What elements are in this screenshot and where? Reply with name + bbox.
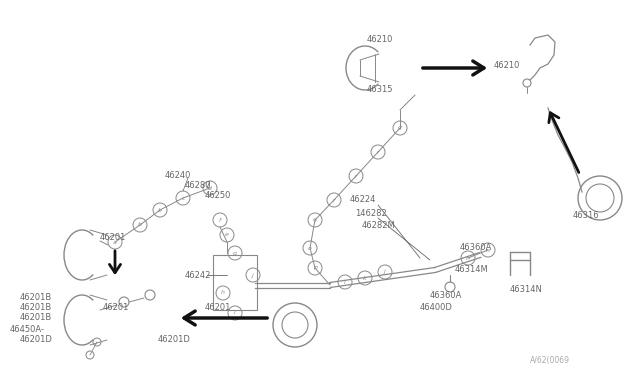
Text: 46316: 46316: [573, 211, 600, 219]
Text: g: g: [398, 125, 402, 131]
Text: 46314N: 46314N: [510, 285, 543, 295]
Text: 46360A: 46360A: [430, 291, 462, 299]
Text: 46201: 46201: [205, 304, 232, 312]
Text: A/62(0069: A/62(0069: [530, 356, 570, 365]
Text: k: k: [363, 276, 367, 280]
Text: 46201D: 46201D: [158, 336, 191, 344]
Text: f: f: [219, 218, 221, 222]
Text: q: q: [313, 218, 317, 222]
Text: e: e: [225, 232, 229, 237]
Text: 46400D: 46400D: [420, 302, 453, 311]
Text: i: i: [234, 311, 236, 315]
Text: 46242: 46242: [185, 270, 211, 279]
Text: h: h: [221, 291, 225, 295]
Text: 46250: 46250: [205, 190, 232, 199]
Text: 46201D: 46201D: [20, 336, 53, 344]
Text: 46240: 46240: [165, 170, 191, 180]
Text: o: o: [308, 246, 312, 250]
Text: r: r: [333, 198, 335, 202]
Text: b: b: [138, 222, 142, 228]
Text: 46201B: 46201B: [20, 294, 52, 302]
Text: n: n: [486, 247, 490, 253]
Text: a: a: [113, 240, 117, 244]
Text: 46315: 46315: [367, 86, 394, 94]
Text: n: n: [466, 256, 470, 260]
Text: 46201B: 46201B: [20, 314, 52, 323]
Text: 46224: 46224: [350, 196, 376, 205]
Text: 46210: 46210: [367, 35, 394, 45]
Text: 46450A-: 46450A-: [10, 326, 45, 334]
Text: p: p: [313, 266, 317, 270]
Text: 46282M: 46282M: [362, 221, 396, 230]
Bar: [213, 255, 257, 310]
Text: g: g: [233, 250, 237, 256]
Text: 46201: 46201: [103, 304, 129, 312]
Text: d: d: [208, 186, 212, 190]
Text: 46360A: 46360A: [460, 244, 492, 253]
Text: j: j: [252, 273, 254, 278]
Text: j: j: [384, 269, 386, 275]
Text: 146282: 146282: [355, 208, 387, 218]
Text: b: b: [158, 208, 162, 212]
Text: 46201B: 46201B: [20, 304, 52, 312]
Text: 46210: 46210: [494, 61, 520, 70]
Text: r: r: [355, 173, 357, 179]
Text: 46201: 46201: [100, 234, 126, 243]
Text: r: r: [377, 150, 380, 154]
Text: 46314M: 46314M: [455, 266, 489, 275]
Text: c: c: [181, 196, 185, 201]
Text: 46280: 46280: [185, 180, 211, 189]
Text: l: l: [344, 279, 346, 285]
